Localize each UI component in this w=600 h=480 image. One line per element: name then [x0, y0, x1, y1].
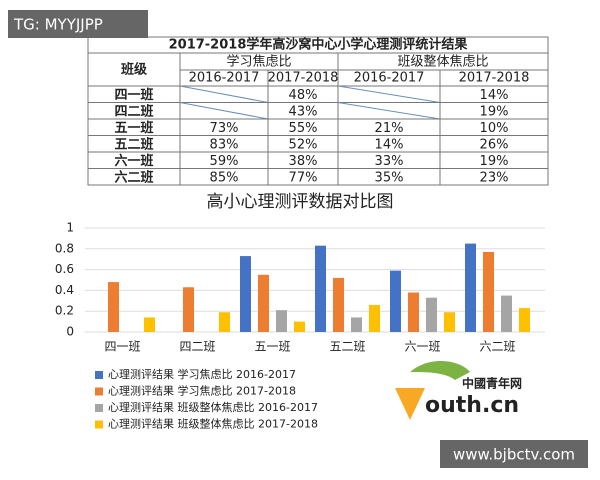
table-cell: 38%: [289, 154, 318, 169]
logo-domain: outh.cn: [425, 393, 519, 418]
logo: 中國青年网 outh.cn: [395, 361, 522, 420]
chart-title: 高小心理测评数据对比图: [207, 192, 394, 212]
table-diagonal: [179, 102, 269, 120]
y-tick-label: 0.4: [55, 283, 74, 297]
footer-box: [440, 440, 588, 468]
table-cell: 14%: [480, 88, 509, 103]
legend-swatch: [95, 420, 103, 429]
table-cell: 77%: [289, 170, 318, 185]
y-tick-label: 0.8: [55, 241, 74, 255]
bar: [501, 295, 512, 332]
table-cell: 83%: [210, 137, 239, 152]
table-cell: 19%: [480, 104, 509, 119]
chart: 0 0.2 0.4 0.6 0.8 1 四一班 四二班 五一班 五二班 六一班 六二班: [55, 221, 545, 354]
legend-label: 心理测评结果 学习焦虑比 2016-2017: [108, 367, 296, 381]
table-cell: 52%: [289, 137, 318, 152]
legend: 心理测评结果 学习焦虑比 2016-2017 心理测评结果 学习焦虑比 2017-…: [95, 367, 318, 431]
table-cell: 14%: [375, 137, 404, 152]
table-row-label: 四一班: [114, 87, 153, 103]
table-cell: 23%: [480, 170, 509, 185]
table-year: 2016-2017: [354, 71, 425, 86]
table-year: 2017-2018: [459, 71, 530, 86]
bar: [483, 251, 494, 332]
table-title: 2017-2018学年高沙窝中心小学心理测评统计结果: [169, 37, 468, 53]
x-tick-label: 四二班: [179, 340, 215, 354]
x-tick-label: 六二班: [479, 340, 515, 354]
table-row-label: 六二班: [114, 169, 153, 185]
table-grid: [87, 36, 549, 186]
bar: [369, 304, 380, 332]
bar: [258, 274, 269, 332]
x-tick-label: 六一班: [404, 340, 440, 354]
table-cell: 48%: [289, 88, 318, 103]
table-row-label: 六一班: [114, 153, 153, 169]
bar: [351, 317, 362, 332]
y-tick-label: 0: [66, 325, 74, 339]
table-diagonal: [179, 85, 269, 103]
y-tick-label: 0.2: [55, 304, 74, 318]
table-cell: 21%: [375, 121, 404, 136]
legend-swatch: [95, 371, 103, 379]
table-diagonal: [337, 102, 441, 120]
legend-label: 心理测评结果 班级整体焦虑比 2016-2017: [108, 400, 318, 414]
y-tick-label: 0.6: [55, 262, 74, 276]
table-cell: 33%: [375, 154, 404, 169]
bar: [519, 308, 530, 332]
bar: [240, 256, 251, 332]
table-cell: 10%: [480, 121, 509, 136]
watermark-box: [8, 10, 148, 38]
bar: [294, 321, 305, 332]
table-year: 2016-2017: [189, 71, 260, 86]
logo-name: 中國青年网: [462, 376, 522, 391]
table-cell: 43%: [289, 104, 318, 119]
bar: [144, 317, 155, 332]
table-year: 2017-2018: [268, 71, 339, 86]
table-body: 2016-2017 2017-2018 2016-2017 2017-2018 四一班 4…: [88, 71, 548, 185]
bar: [426, 297, 437, 332]
table-cell: 35%: [375, 170, 404, 185]
legend-swatch: [95, 404, 103, 412]
x-tick-label: 四一班: [104, 340, 140, 354]
table-row-label: 五二班: [114, 136, 153, 152]
bar: [219, 312, 230, 332]
table-cell: 26%: [480, 137, 509, 152]
table-header: 班级: [121, 62, 148, 78]
table-cell: 55%: [289, 121, 318, 136]
bar: [444, 312, 455, 332]
table-header: 学习焦虑比: [226, 54, 291, 70]
bar: [276, 310, 287, 332]
legend-label: 心理测评结果 学习焦虑比 2017-2018: [108, 384, 296, 398]
table-header: 班级整体焦虑比: [397, 55, 488, 70]
legend-swatch: [95, 387, 103, 396]
bar: [108, 282, 119, 332]
legend-label: 心理测评结果 班级整体焦虑比 2017-2018: [108, 417, 318, 431]
x-tick-label: 五一班: [254, 340, 290, 354]
table-row-label: 五一班: [114, 120, 153, 136]
bar: [333, 277, 344, 332]
y-tick-label: 1: [66, 221, 74, 235]
bar: [183, 287, 194, 332]
footer-url: www.bjbctv.com: [453, 446, 575, 464]
table-row-label: 四二班: [114, 103, 153, 119]
table-cell: 85%: [210, 170, 239, 185]
table-diagonal: [337, 85, 441, 103]
bar: [465, 243, 476, 332]
bar: [315, 245, 326, 332]
bar: [408, 292, 419, 332]
table-cell: 19%: [480, 154, 509, 169]
bar: [390, 270, 401, 332]
x-tick-label: 五二班: [329, 340, 365, 354]
watermark: TG: MYYJJPP: [13, 16, 103, 34]
table-cell: 59%: [210, 154, 239, 169]
table-cell: 73%: [210, 121, 239, 136]
